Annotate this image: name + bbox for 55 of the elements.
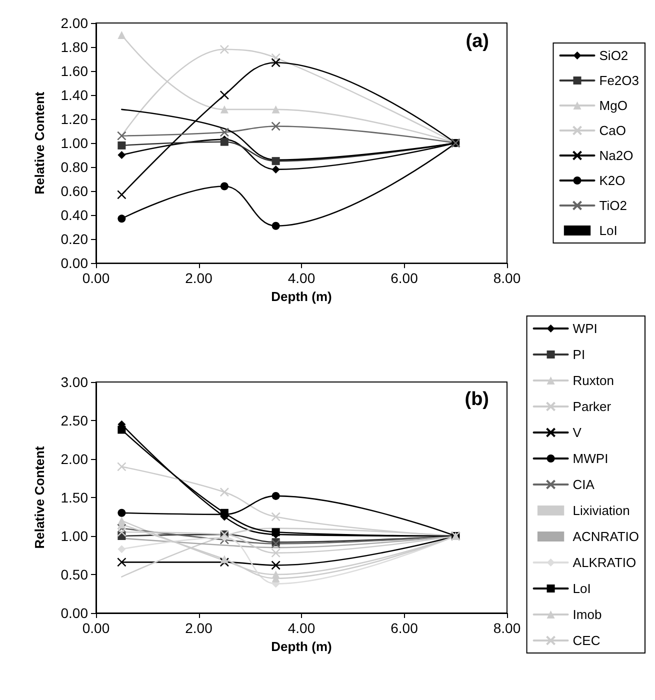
legend-label: Ruxton	[572, 373, 614, 388]
y-tick-label: 2.50	[60, 412, 88, 428]
x-tick-label: 2.00	[185, 620, 213, 636]
x-tick-label: 8.00	[493, 270, 521, 286]
legend-label: MgO	[599, 98, 628, 113]
y-tick-label: 0.40	[60, 207, 88, 224]
annotation: (a)	[466, 31, 490, 52]
y-tick-label: 1.00	[60, 528, 88, 544]
legend-label: Na2O	[599, 148, 634, 163]
y-tick-label: 0.20	[60, 231, 88, 248]
x-tick-label: 0.00	[82, 620, 110, 636]
legend-label: ACNRATIO	[572, 529, 640, 544]
legend-label: Lixiviation	[572, 503, 630, 518]
x-tick-label: 4.00	[288, 620, 316, 636]
legend-label: Fe2O3	[599, 73, 640, 88]
y-tick-label: 1.80	[60, 39, 88, 56]
legend-label: ALKRATIO	[572, 555, 636, 570]
y-tick-label: 3.00	[60, 374, 88, 390]
y-tick-label: 1.20	[60, 111, 88, 128]
legend-label: V	[572, 425, 582, 440]
y-tick-label: 2.00	[60, 451, 88, 467]
legend-label: LoI	[572, 581, 591, 596]
y-tick-label: 0.60	[60, 183, 88, 200]
y-tick-label: 1.40	[60, 87, 88, 104]
legend-label: MWPI	[572, 451, 608, 466]
legend-label: K2O	[599, 173, 626, 188]
x-tick-label: 6.00	[390, 620, 418, 636]
legend-label: Imob	[572, 607, 602, 622]
x-tick-label: 0.00	[82, 270, 110, 286]
legend-label: CEC	[572, 633, 600, 648]
y-tick-label: 0.80	[60, 159, 88, 176]
legend-label: TiO2	[599, 198, 627, 213]
legend-label: LoI	[599, 223, 618, 238]
x-axis-title: Depth (m)	[271, 638, 332, 654]
y-axis-title: Relative Content	[32, 446, 47, 549]
x-tick-label: 6.00	[390, 270, 418, 286]
x-tick-label: 2.00	[185, 270, 213, 286]
y-tick-label: 1.50	[60, 490, 88, 506]
y-axis-title: Relative Content	[32, 91, 47, 194]
y-tick-label: 1.00	[60, 135, 88, 152]
legend-label: PI	[572, 347, 586, 362]
y-tick-label: 0.50	[60, 566, 88, 582]
legend-label: WPI	[572, 321, 598, 336]
annotation: (b)	[464, 389, 490, 410]
x-tick-label: 8.00	[493, 620, 521, 636]
x-tick-label: 4.00	[288, 270, 316, 286]
legend-label: CaO	[599, 123, 626, 138]
legend-label: SiO2	[599, 48, 628, 63]
x-axis-title: Depth (m)	[271, 289, 332, 304]
legend-label: CIA	[572, 477, 595, 492]
legend-label: Parker	[572, 399, 612, 414]
y-tick-label: 1.60	[60, 63, 88, 80]
y-tick-label: 0.00	[60, 605, 88, 621]
y-tick-label: 0.00	[60, 255, 88, 272]
y-tick-label: 2.00	[60, 15, 88, 31]
